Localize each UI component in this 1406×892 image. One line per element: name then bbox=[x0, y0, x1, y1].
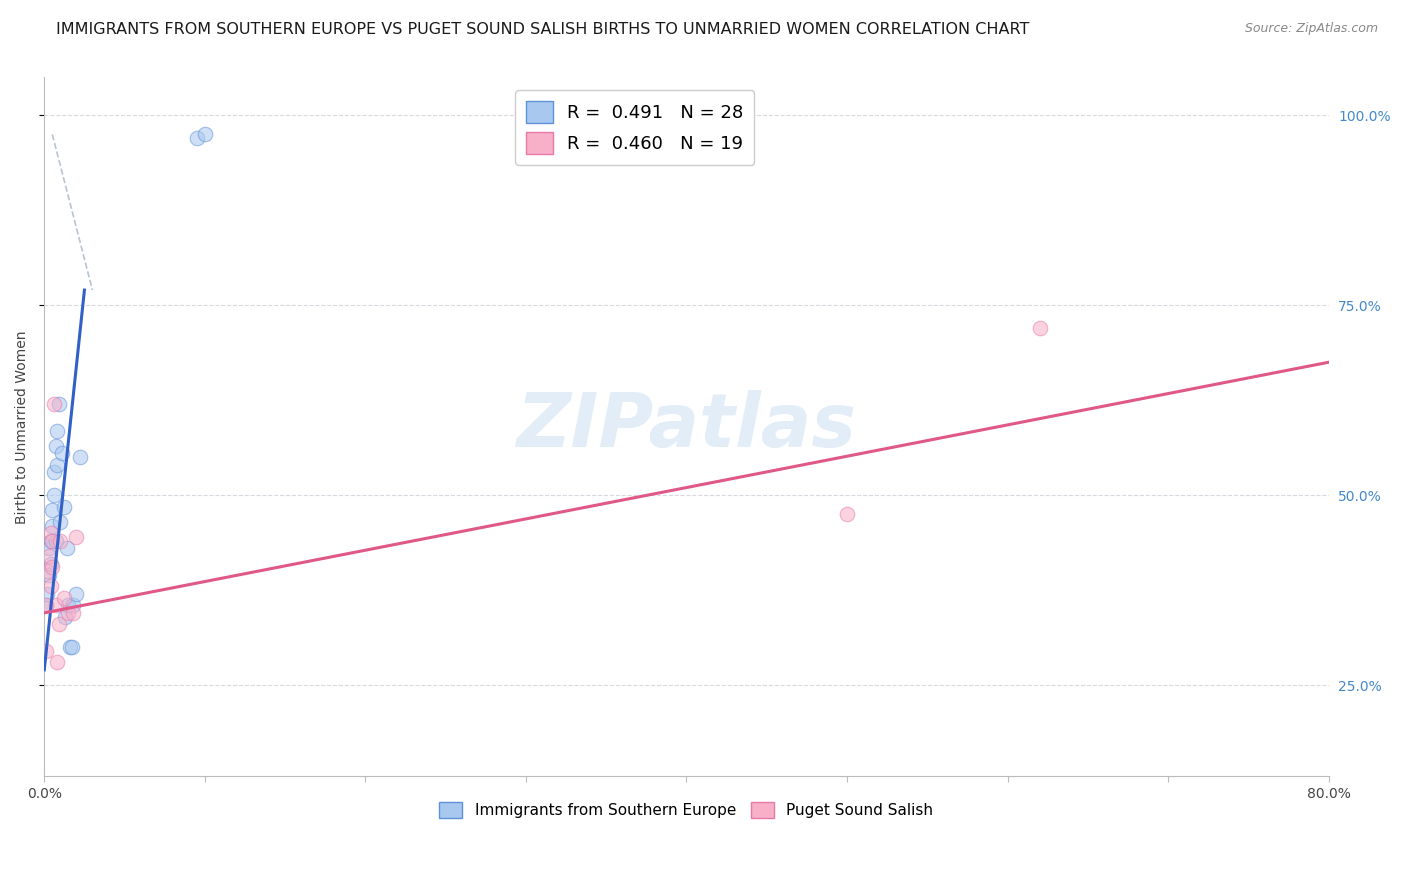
Point bbox=[1028, 321, 1050, 335]
Legend: Immigrants from Southern Europe, Puget Sound Salish: Immigrants from Southern Europe, Puget S… bbox=[433, 797, 939, 824]
Point bbox=[60, 640, 83, 654]
Point bbox=[49, 515, 72, 529]
Point bbox=[38, 549, 60, 563]
Point bbox=[46, 424, 69, 438]
Point bbox=[59, 640, 82, 654]
Point bbox=[39, 557, 62, 571]
Point bbox=[55, 541, 77, 556]
Point bbox=[39, 579, 62, 593]
Point bbox=[44, 439, 66, 453]
Point bbox=[46, 655, 69, 669]
Point bbox=[62, 606, 84, 620]
Point bbox=[49, 533, 72, 548]
Point bbox=[41, 533, 63, 548]
Point bbox=[42, 466, 65, 480]
Text: Source: ZipAtlas.com: Source: ZipAtlas.com bbox=[1244, 22, 1378, 36]
Point bbox=[52, 591, 75, 605]
Point bbox=[35, 644, 58, 658]
Text: ZIPatlas: ZIPatlas bbox=[516, 391, 856, 463]
Point bbox=[52, 500, 75, 514]
Point bbox=[42, 397, 65, 411]
Point bbox=[51, 446, 73, 460]
Point bbox=[58, 599, 80, 613]
Point bbox=[35, 599, 58, 613]
Point bbox=[194, 128, 217, 142]
Point bbox=[58, 606, 80, 620]
Point bbox=[48, 617, 70, 632]
Point bbox=[38, 568, 60, 582]
Point bbox=[69, 450, 91, 465]
Point bbox=[42, 488, 65, 502]
Y-axis label: Births to Unmarried Women: Births to Unmarried Women bbox=[15, 330, 30, 524]
Point bbox=[65, 587, 87, 601]
Point bbox=[41, 560, 63, 574]
Point bbox=[62, 599, 84, 613]
Point bbox=[41, 503, 63, 517]
Point bbox=[39, 526, 62, 541]
Point bbox=[65, 530, 87, 544]
Point bbox=[35, 599, 58, 613]
Point bbox=[44, 599, 66, 613]
Text: IMMIGRANTS FROM SOUTHERN EUROPE VS PUGET SOUND SALISH BIRTHS TO UNMARRIED WOMEN : IMMIGRANTS FROM SOUTHERN EUROPE VS PUGET… bbox=[56, 22, 1029, 37]
Point bbox=[41, 518, 63, 533]
Point bbox=[44, 533, 66, 548]
Point bbox=[53, 609, 76, 624]
Point bbox=[48, 397, 70, 411]
Point bbox=[186, 131, 208, 145]
Point bbox=[38, 541, 60, 556]
Point bbox=[37, 564, 59, 578]
Point bbox=[37, 587, 59, 601]
Point bbox=[39, 533, 62, 548]
Point bbox=[46, 458, 69, 472]
Point bbox=[835, 507, 858, 521]
